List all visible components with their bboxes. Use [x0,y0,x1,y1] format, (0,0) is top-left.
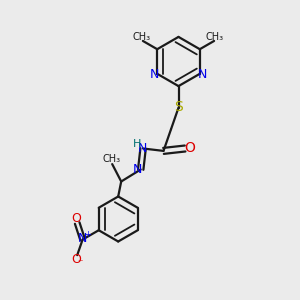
Text: CH₃: CH₃ [103,154,121,164]
Text: O: O [184,141,195,155]
Text: ⁻: ⁻ [77,258,82,268]
Text: N: N [78,232,87,245]
Text: O: O [71,212,81,225]
Text: +: + [84,230,91,238]
Text: N: N [149,68,159,81]
Text: CH₃: CH₃ [206,32,224,42]
Text: N: N [137,142,147,155]
Text: S: S [174,100,183,114]
Text: N: N [198,68,208,81]
Text: H: H [133,139,141,149]
Text: N: N [133,163,142,176]
Text: CH₃: CH₃ [133,32,151,42]
Text: O: O [71,253,81,266]
